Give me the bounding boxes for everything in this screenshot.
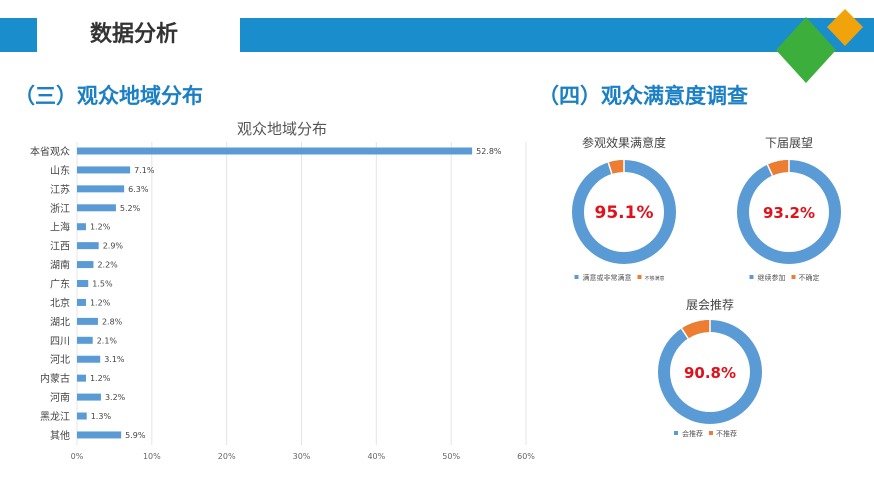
donut-title: 参观效果满意度	[582, 135, 666, 150]
data-label: 1.2%	[90, 223, 111, 232]
category-label: 广东	[50, 278, 70, 291]
data-label: 3.2%	[105, 393, 126, 402]
green-diamond	[776, 17, 836, 83]
category-label: 四川	[50, 336, 70, 347]
donut-title: 下届展望	[765, 136, 813, 150]
donut-title: 展会推荐	[686, 298, 734, 312]
category-label: 北京	[50, 296, 70, 309]
slice-separator	[607, 162, 613, 175]
x-tick-label: 0%	[71, 452, 84, 461]
bar	[77, 431, 122, 439]
section-title-region: （三）观众地域分布	[14, 84, 203, 108]
bar	[77, 147, 473, 155]
chart-title: 观众地域分布	[237, 120, 327, 138]
bar	[77, 261, 94, 269]
data-label: 5.9%	[125, 431, 146, 440]
data-label: 2.8%	[102, 317, 123, 326]
legend-label: 继续参加	[758, 273, 786, 282]
legend-label: 不推荐	[716, 429, 737, 438]
header-band-right	[240, 18, 874, 52]
category-label: 其他	[50, 429, 70, 442]
slice-separator	[680, 328, 689, 339]
legend-swatch	[709, 431, 713, 435]
bar	[77, 298, 86, 306]
category-label: 湖北	[50, 316, 70, 328]
category-label: 山东	[50, 164, 70, 177]
x-tick-label: 20%	[218, 452, 236, 461]
data-label: 7.1%	[134, 166, 155, 175]
satisfaction-donuts: 参观效果满意度 95.1% 满意或非常满意 不够满意 下届展望 93.2% 继续参加 不确定展…	[572, 135, 841, 438]
data-label: 1.2%	[90, 298, 111, 307]
data-label: 1.5%	[92, 280, 113, 289]
donut-slice-不确定	[767, 160, 790, 176]
legend-swatch	[574, 275, 579, 279]
legend-swatch	[791, 275, 796, 279]
data-label: 3.1%	[104, 355, 125, 364]
bar	[77, 242, 99, 250]
donut-slice-不够满意	[608, 160, 625, 174]
header-band-left	[0, 18, 37, 52]
x-tick-label: 60%	[517, 452, 535, 461]
data-label: 2.1%	[97, 336, 118, 345]
data-label: 1.3%	[91, 412, 112, 421]
legend-label: 会推荐	[682, 429, 703, 438]
donut-center-label: 93.2%	[763, 204, 815, 222]
category-label: 本省观众	[30, 145, 70, 158]
legend-swatch	[674, 431, 678, 435]
donut-center-label: 90.8%	[684, 364, 736, 382]
bar	[77, 412, 87, 420]
legend-swatch	[637, 275, 642, 279]
bar	[77, 336, 93, 344]
bar	[77, 393, 101, 401]
data-label: 5.2%	[120, 204, 141, 213]
category-label: 浙江	[50, 203, 70, 215]
decor-diamonds	[776, 9, 863, 83]
data-label: 52.8%	[476, 147, 502, 156]
page-title: 数据分析	[90, 22, 179, 47]
category-label: 湖南	[50, 259, 70, 272]
donut-center-label: 95.1%	[595, 203, 654, 223]
x-tick-label: 10%	[143, 452, 161, 461]
bar	[77, 185, 125, 193]
slice-separator	[766, 164, 774, 176]
bar	[77, 166, 131, 174]
bar	[77, 317, 98, 325]
legend-label: 不确定	[799, 273, 820, 282]
category-label: 内蒙古	[40, 372, 70, 385]
data-label: 2.2%	[97, 261, 118, 270]
data-label: 2.9%	[103, 242, 124, 251]
data-label: 1.2%	[90, 374, 111, 383]
region-bar-chart: 观众地域分布 0% 10% 20% 30% 40% 50% 60% 本省观众 52.8% 山东 7.1…	[30, 120, 535, 461]
category-label: 上海	[50, 221, 70, 234]
category-label: 河南	[50, 391, 70, 404]
section-title-satisfaction: （四）观众满意度调查	[538, 84, 748, 108]
legend-label: 满意或非常满意	[583, 273, 632, 282]
bar	[77, 204, 116, 212]
bar	[77, 280, 89, 288]
category-label: 江苏	[50, 183, 70, 196]
x-tick-label: 30%	[293, 452, 311, 461]
bar	[77, 374, 86, 382]
x-tick-label: 50%	[442, 452, 460, 461]
x-tick-label: 40%	[367, 452, 385, 461]
category-label: 黑龙江	[40, 410, 70, 423]
donut-slice-不推荐	[681, 320, 711, 339]
data-label: 6.3%	[128, 185, 149, 194]
bar	[77, 223, 86, 231]
category-label: 江西	[50, 241, 70, 253]
category-label: 河北	[50, 354, 70, 366]
orange-diamond	[827, 9, 863, 46]
bar	[77, 355, 101, 363]
legend-swatch	[749, 275, 754, 279]
legend-label: 不够满意	[645, 275, 665, 282]
